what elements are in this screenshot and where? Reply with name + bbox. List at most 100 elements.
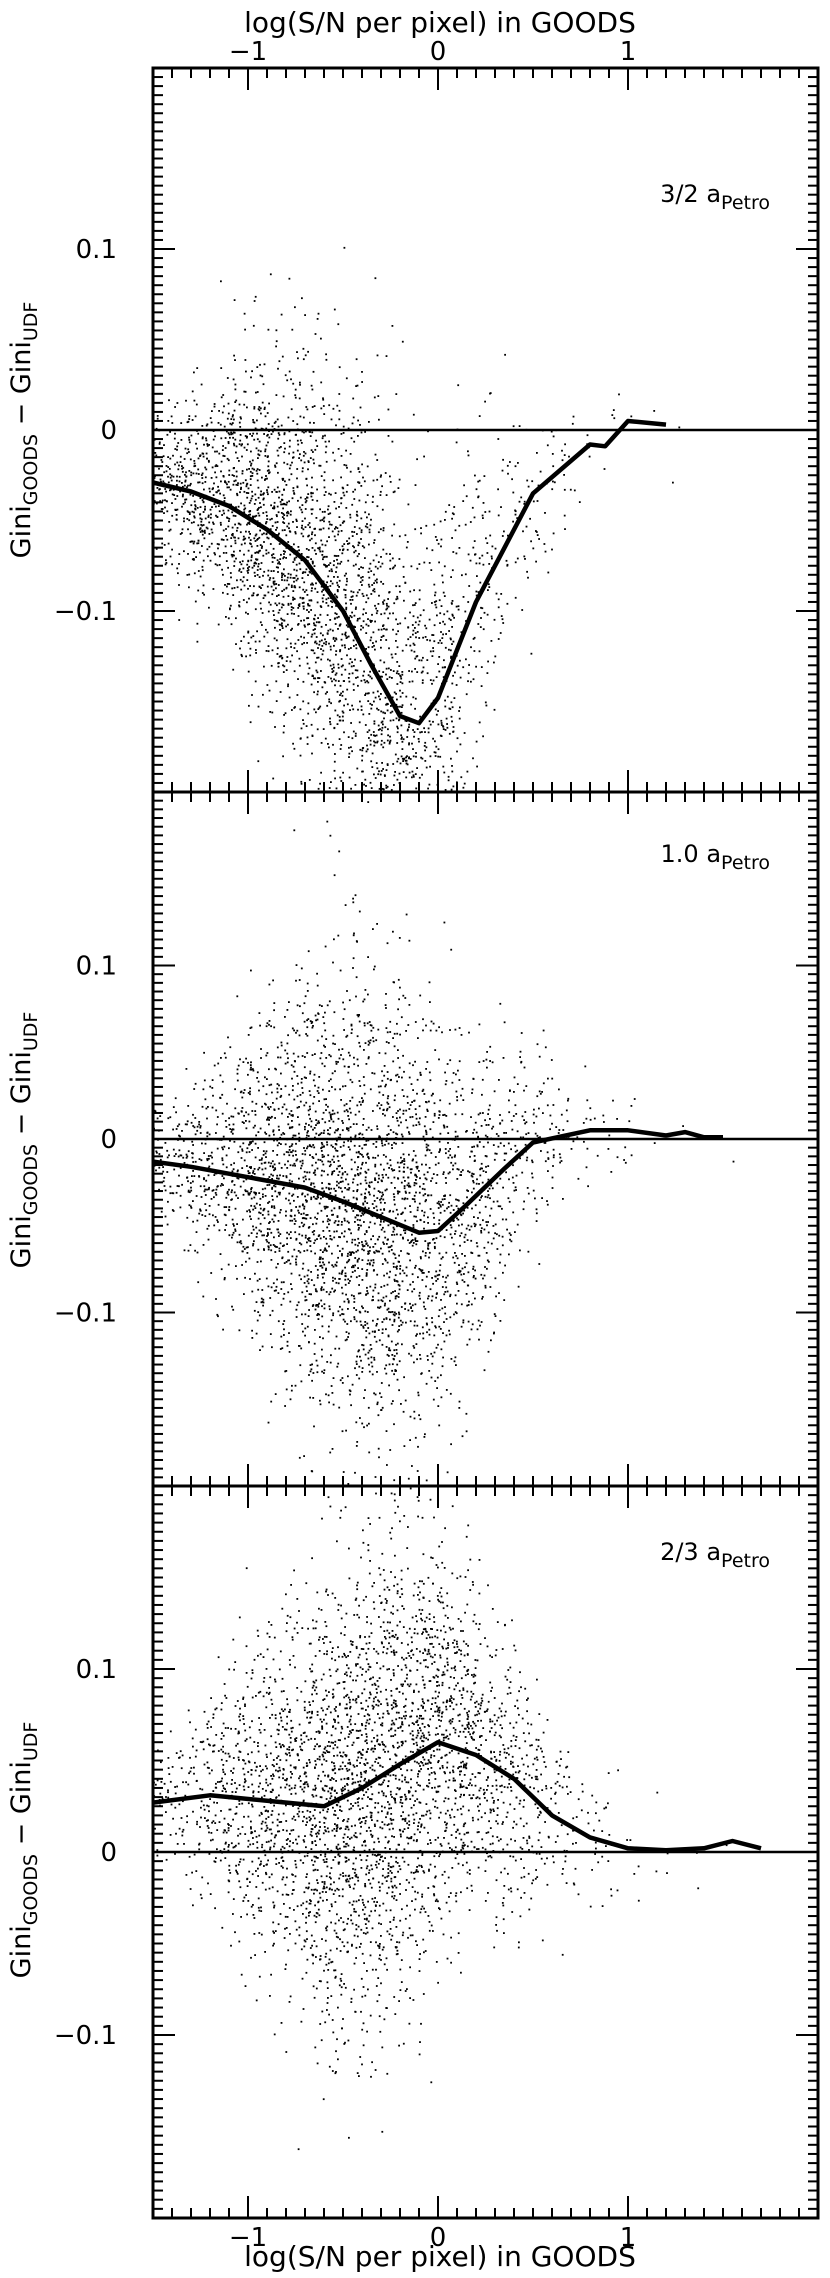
scatter-point-top xyxy=(486,613,489,616)
scatter-point-top xyxy=(206,445,209,447)
scatter-point-middle xyxy=(397,1283,400,1286)
scatter-point-middle xyxy=(443,1321,445,1323)
scatter-point-middle xyxy=(283,1320,286,1322)
scatter-point-middle xyxy=(386,1107,389,1110)
scatter-point-middle xyxy=(384,1259,387,1262)
scatter-point-top xyxy=(351,750,353,753)
scatter-point-middle xyxy=(443,1113,446,1116)
scatter-point-middle xyxy=(334,1070,336,1073)
scatter-point-middle xyxy=(349,1136,352,1139)
scatter-point-middle xyxy=(372,1295,374,1298)
scatter-point-top xyxy=(400,724,403,727)
scatter-point-top xyxy=(235,506,237,509)
scatter-point-top xyxy=(356,384,359,387)
scatter-point-middle xyxy=(386,1308,389,1311)
scatter-point-top xyxy=(323,479,326,482)
scatter-point-top xyxy=(188,451,190,453)
scatter-point-top xyxy=(283,514,286,516)
scatter-point-top xyxy=(242,535,245,538)
scatter-point-middle xyxy=(392,1252,395,1255)
scatter-point-top xyxy=(373,644,375,647)
scatter-point-top xyxy=(413,604,416,606)
scatter-point-top xyxy=(244,537,247,540)
scatter-point-top xyxy=(230,545,233,548)
scatter-point-top xyxy=(330,677,332,680)
scatter-point-top xyxy=(415,755,417,758)
scatter-point-top xyxy=(212,438,215,441)
scatter-point-middle xyxy=(248,1209,251,1211)
scatter-point-top xyxy=(603,468,606,470)
scatter-point-middle xyxy=(306,1325,309,1328)
scatter-point-top xyxy=(256,479,259,482)
scatter-point-top xyxy=(483,611,486,614)
scatter-point-top xyxy=(453,506,456,508)
scatter-point-top xyxy=(333,535,336,538)
scatter-point-middle xyxy=(211,1106,214,1109)
scatter-point-top xyxy=(327,743,329,745)
scatter-point-top xyxy=(412,604,414,607)
scatter-point-top xyxy=(309,539,311,542)
scatter-point-middle xyxy=(424,1252,427,1254)
scatter-point-top xyxy=(354,732,357,735)
scatter-point-middle xyxy=(276,1174,279,1177)
scatter-point-top xyxy=(194,600,197,603)
scatter-point-top xyxy=(338,586,340,588)
scatter-point-middle xyxy=(388,1276,391,1279)
scatter-point-top xyxy=(332,629,334,632)
scatter-point-top xyxy=(249,510,251,513)
x-tick-label-top: 1 xyxy=(620,37,637,67)
scatter-point-top xyxy=(505,559,508,562)
scatter-point-middle xyxy=(377,1292,380,1295)
scatter-point-middle xyxy=(223,1213,226,1216)
scatter-point-middle xyxy=(309,1364,312,1366)
scatter-point-top xyxy=(205,439,208,442)
scatter-point-top xyxy=(318,548,321,551)
scatter-point-top xyxy=(235,445,238,448)
scatter-point-top xyxy=(239,439,242,442)
scatter-point-top xyxy=(176,461,179,464)
scatter-point-top xyxy=(347,635,350,638)
scatter-point-top xyxy=(449,649,452,652)
scatter-point-top xyxy=(240,653,243,656)
scatter-point-middle xyxy=(342,1018,345,1020)
scatter-point-middle xyxy=(287,1199,290,1202)
scatter-point-top xyxy=(256,391,259,393)
scatter-point-top xyxy=(240,486,242,489)
scatter-point-top xyxy=(339,776,342,779)
scatter-point-top xyxy=(475,590,478,593)
scatter-point-middle xyxy=(338,1272,341,1275)
scatter-point-top xyxy=(261,533,264,536)
scatter-point-top xyxy=(347,648,350,650)
scatter-point-middle xyxy=(336,1129,339,1132)
scatter-point-top xyxy=(337,562,339,565)
scatter-point-middle xyxy=(431,1277,433,1279)
scatter-point-middle xyxy=(326,1004,329,1007)
scatter-point-top xyxy=(265,650,268,652)
scatter-point-top xyxy=(241,580,244,583)
scatter-point-middle xyxy=(428,1242,431,1244)
scatter-point-top xyxy=(257,760,260,763)
scatter-point-top xyxy=(328,564,330,566)
scatter-point-middle xyxy=(492,1225,495,1227)
scatter-point-top xyxy=(250,559,253,562)
scatter-point-top xyxy=(288,430,291,433)
scatter-point-middle xyxy=(551,1077,554,1080)
scatter-point-top xyxy=(463,484,465,487)
scatter-point-middle xyxy=(216,1123,218,1126)
scatter-point-middle xyxy=(350,1032,353,1034)
scatter-point-top xyxy=(274,602,277,605)
scatter-point-top xyxy=(186,574,189,576)
scatter-point-top xyxy=(301,520,304,522)
scatter-point-top xyxy=(431,655,434,657)
scatter-point-top xyxy=(359,406,362,409)
scatter-point-middle xyxy=(282,1132,285,1134)
scatter-point-top xyxy=(181,495,184,498)
scatter-point-top xyxy=(176,508,179,511)
scatter-point-middle xyxy=(293,1223,296,1225)
scatter-point-top xyxy=(174,498,177,500)
scatter-point-top xyxy=(224,545,227,548)
scatter-point-middle xyxy=(283,1262,286,1264)
scatter-point-top xyxy=(192,558,195,560)
scatter-point-top xyxy=(205,437,207,440)
scatter-point-middle xyxy=(303,1275,306,1278)
